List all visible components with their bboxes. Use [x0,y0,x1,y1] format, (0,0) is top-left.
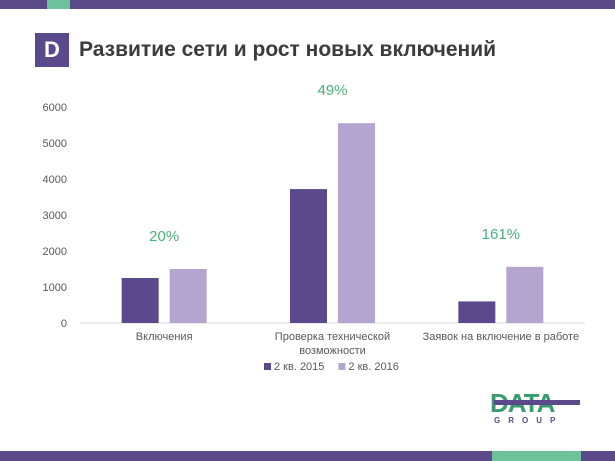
bottom-accent-bar [492,451,581,461]
bar-2-series-1 [506,266,544,323]
growth-label-1: 49% [317,82,347,99]
category-label-1-line-1: возможности [299,345,366,357]
y-tick-label-5: 5000 [43,138,67,150]
category-label-2: Заявок на включение в работе [423,331,579,343]
growth-label-2: 161% [482,226,520,243]
brand-logo: DATA GROUP [490,388,582,428]
slide-title: Развитие сети и рост новых включений [79,38,497,61]
category-label-0: Включения [136,331,193,343]
brand-stripe [494,400,580,405]
top-accent-bar [47,0,70,9]
legend-label-0: 2 кв. 2015 [274,361,324,373]
legend-label-1: 2 кв. 2016 [348,361,398,373]
y-tick-label-4: 4000 [43,174,67,186]
slide-logo: D [35,33,69,67]
bar-1-series-0 [290,189,327,323]
top-frame-bar [0,0,615,9]
bottom-frame-bar [0,451,615,461]
bar-0-series-0 [121,278,159,323]
bar-2-series-0 [458,301,496,323]
bar-0-series-1 [169,269,207,323]
y-tick-label-6: 6000 [43,102,67,114]
brand-sub: GROUP [494,416,564,425]
bar-1-series-1 [338,123,375,323]
y-tick-label-1: 1000 [43,282,67,294]
y-tick-label-2: 2000 [43,246,67,258]
y-tick-label-0: 0 [61,318,67,330]
logo-letter: D [44,37,60,62]
growth-label-0: 20% [149,228,179,245]
y-tick-label-3: 3000 [43,210,67,222]
legend-swatch-0 [264,363,271,370]
category-label-1-line-0: Проверка технической [275,331,390,343]
legend-swatch-1 [338,363,346,370]
